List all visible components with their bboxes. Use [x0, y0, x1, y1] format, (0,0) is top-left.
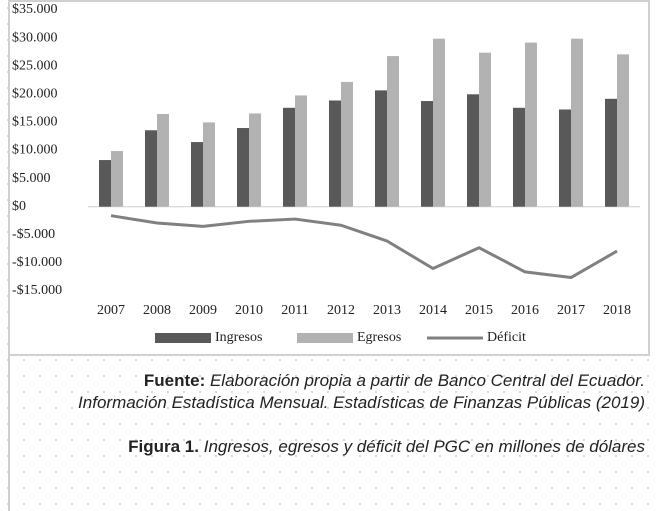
bar [433, 38, 445, 207]
legend-swatch [155, 333, 211, 343]
bar [571, 38, 583, 207]
y-tick-label: $15.000 [12, 115, 58, 130]
bar [605, 98, 617, 207]
figure-label: Figura 1. [128, 437, 199, 456]
y-tick-label: $0 [12, 199, 26, 214]
bar [191, 142, 203, 207]
bar [617, 54, 629, 207]
bar [237, 128, 249, 207]
bar [525, 42, 537, 207]
figure-caption: Figura 1. Ingresos, egresos y déficit de… [60, 436, 645, 458]
bar [145, 130, 157, 207]
bar [559, 109, 571, 207]
bar [157, 113, 169, 207]
bar [99, 160, 111, 207]
bar [467, 94, 479, 207]
bar [513, 107, 525, 207]
x-tick-label: 2008 [143, 303, 171, 318]
bar [387, 56, 399, 207]
x-tick-label: 2016 [511, 303, 539, 318]
bar [111, 151, 123, 207]
x-tick-label: 2011 [281, 303, 308, 318]
figure-text: Ingresos, egresos y déficit del PGC en m… [203, 437, 645, 456]
x-tick-label: 2007 [97, 303, 125, 318]
bar [249, 113, 261, 207]
y-tick-label: $35.000 [12, 2, 58, 17]
x-tick-label: 2014 [419, 303, 447, 318]
line [110, 214, 618, 280]
y-tick-label: -$5.000 [12, 227, 55, 242]
y-tick-label: -$10.000 [12, 255, 62, 270]
bar [341, 81, 353, 207]
x-tick-label: 2017 [557, 303, 585, 318]
bar [375, 90, 387, 207]
source-text: Elaboración propia a partir de Banco Cen… [78, 371, 645, 412]
chart: -$15.000 -$10.000 -$5.000 $0 $5.000 $10.000 $1… [8, 0, 650, 356]
legend-label: Egresos [357, 330, 401, 345]
legend-swatch [297, 333, 353, 343]
x-tick-label: 2015 [465, 303, 493, 318]
bar [283, 107, 295, 207]
bar [203, 122, 215, 207]
y-tick-label: $25.000 [12, 58, 58, 73]
bar [295, 95, 307, 207]
y-tick-label: $5.000 [12, 171, 51, 186]
x-tick-label: 2018 [603, 303, 631, 318]
x-tick-label: 2009 [189, 303, 217, 318]
legend-label: Déficit [487, 330, 526, 345]
y-tick-label: -$15.000 [12, 283, 62, 298]
bar [479, 52, 491, 207]
x-tick-label: 2010 [235, 303, 263, 318]
x-tick-label: 2013 [373, 303, 401, 318]
bar [329, 100, 341, 207]
source-label: Fuente: [143, 371, 206, 390]
source-caption: Fuente: Elaboración propia a partir de B… [60, 370, 645, 414]
y-tick-label: $20.000 [12, 87, 58, 102]
bar [421, 101, 433, 207]
x-tick-label: 2012 [327, 303, 355, 318]
y-tick-label: $10.000 [12, 143, 58, 158]
legend-label: Ingresos [215, 330, 262, 345]
y-tick-label: $30.000 [12, 30, 58, 45]
